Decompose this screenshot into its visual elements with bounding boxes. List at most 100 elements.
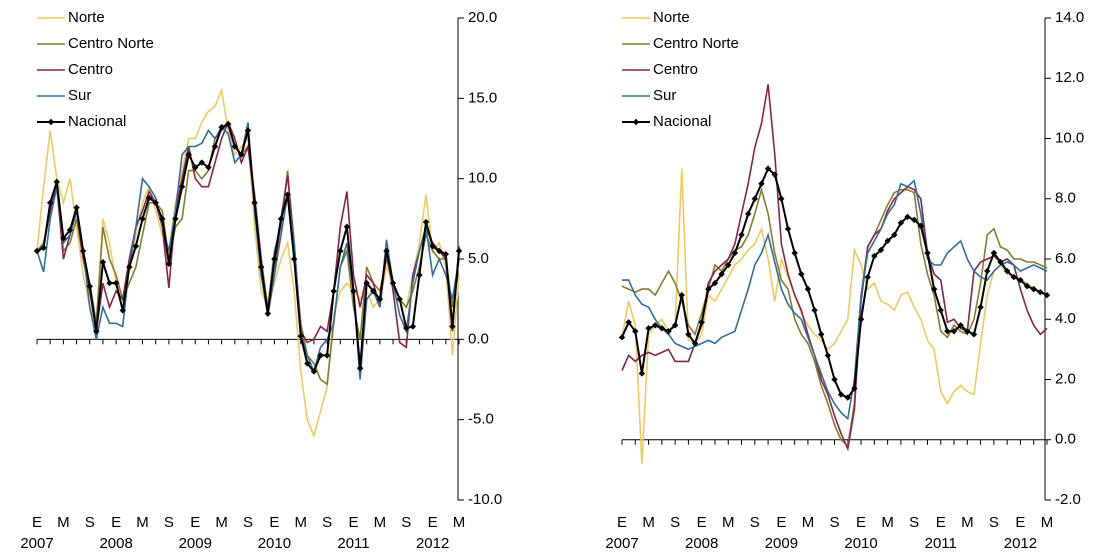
x-tick-label: M <box>722 514 735 531</box>
series-marker <box>205 164 212 171</box>
legend-label: Sur <box>653 87 676 104</box>
y-tick-label: 5.0 <box>468 250 489 267</box>
legend-label: Norte <box>68 9 105 26</box>
x-year-label: 2011 <box>337 535 369 552</box>
legend-marker <box>632 118 640 126</box>
series-marker <box>436 247 443 255</box>
x-tick-label: M <box>453 514 466 531</box>
x-tick-label: M <box>802 514 815 531</box>
series-marker <box>818 331 825 338</box>
series-marker <box>678 291 685 299</box>
series-marker <box>778 195 785 202</box>
series-marker <box>897 219 905 227</box>
series-marker <box>178 183 186 190</box>
series-marker <box>864 273 871 281</box>
series-marker <box>837 391 845 398</box>
y-tick-label: 0.0 <box>468 330 489 347</box>
series-marker <box>771 171 778 178</box>
series-marker <box>396 295 403 303</box>
series-line <box>36 122 460 380</box>
x-tick-label: M <box>1041 514 1054 531</box>
series-marker <box>132 242 140 250</box>
x-tick-label: M <box>881 514 894 531</box>
series-marker <box>652 322 659 329</box>
x-tick-label: S <box>164 514 174 531</box>
y-tick-label: -2.0 <box>1055 491 1081 508</box>
x-year-label: 2012 <box>416 535 449 552</box>
plot <box>618 84 1051 464</box>
x-tick-label: S <box>670 514 680 531</box>
x-tick-label: E <box>617 514 627 531</box>
series-marker <box>671 322 679 329</box>
x-tick-label: E <box>190 514 200 531</box>
series-marker <box>798 270 805 278</box>
x-tick-label: S <box>401 514 411 531</box>
series-marker <box>977 304 984 311</box>
y-tick-label: 20.0 <box>468 9 497 26</box>
series-marker <box>831 376 838 383</box>
series-marker <box>337 247 344 255</box>
legend-label: Norte <box>653 9 690 26</box>
series-marker <box>422 218 430 226</box>
series-marker <box>33 247 41 255</box>
x-tick-label: S <box>909 514 919 531</box>
series-marker <box>383 247 390 255</box>
x-tick-label: M <box>642 514 655 531</box>
series-marker <box>764 165 772 172</box>
series-marker <box>877 246 885 254</box>
series-marker <box>290 255 298 263</box>
x-year-label: 2007 <box>20 535 53 552</box>
series-line <box>621 84 1048 452</box>
x-tick-label: E <box>1015 514 1025 531</box>
y-tick-label: -10.0 <box>468 491 502 508</box>
series-marker <box>145 194 153 202</box>
series-marker <box>99 259 107 266</box>
series-marker <box>350 287 357 295</box>
y-tick-label: 6.0 <box>1055 250 1076 267</box>
x-tick-label: E <box>697 514 707 531</box>
series-marker <box>625 319 632 326</box>
series-marker <box>79 247 87 255</box>
y-tick-label: 14.0 <box>1055 9 1084 26</box>
series-marker <box>449 323 456 330</box>
series-marker <box>1030 285 1037 293</box>
series-marker <box>225 120 232 128</box>
series-marker <box>165 260 173 268</box>
y-tick-label: -5.0 <box>468 411 494 428</box>
series-marker <box>910 216 918 224</box>
series-marker <box>442 250 450 258</box>
x-tick-label: M <box>57 514 70 531</box>
series-marker <box>1017 276 1024 284</box>
x-year-label: 2010 <box>258 535 291 552</box>
series-marker <box>618 334 626 341</box>
series-marker <box>744 210 752 218</box>
series-marker <box>997 258 1004 266</box>
series-marker <box>871 252 878 260</box>
x-year-label: 2007 <box>605 535 638 552</box>
series-marker <box>731 249 739 257</box>
x-tick-label: S <box>243 514 253 531</box>
x-tick-label: M <box>295 514 308 531</box>
series-marker <box>257 263 265 271</box>
series-marker <box>86 283 93 290</box>
series-marker <box>73 204 80 211</box>
series-marker <box>930 285 938 293</box>
y-tick-label: 2.0 <box>1055 370 1076 387</box>
series-marker <box>323 352 331 359</box>
x-tick-label: M <box>136 514 149 531</box>
series-marker <box>251 199 258 206</box>
series-line <box>622 179 1048 421</box>
series-marker <box>970 331 978 338</box>
series-marker <box>152 199 159 206</box>
series-marker <box>758 180 765 187</box>
x-tick-label: M <box>961 514 974 531</box>
x-tick-label: E <box>348 514 358 531</box>
x-year-label: 2012 <box>1004 535 1037 552</box>
x-tick-label: E <box>111 514 121 531</box>
x-year-label: 2009 <box>765 535 798 552</box>
series-marker <box>844 394 851 401</box>
series-marker <box>691 340 699 347</box>
series-marker <box>403 324 410 332</box>
series-marker <box>857 316 865 323</box>
